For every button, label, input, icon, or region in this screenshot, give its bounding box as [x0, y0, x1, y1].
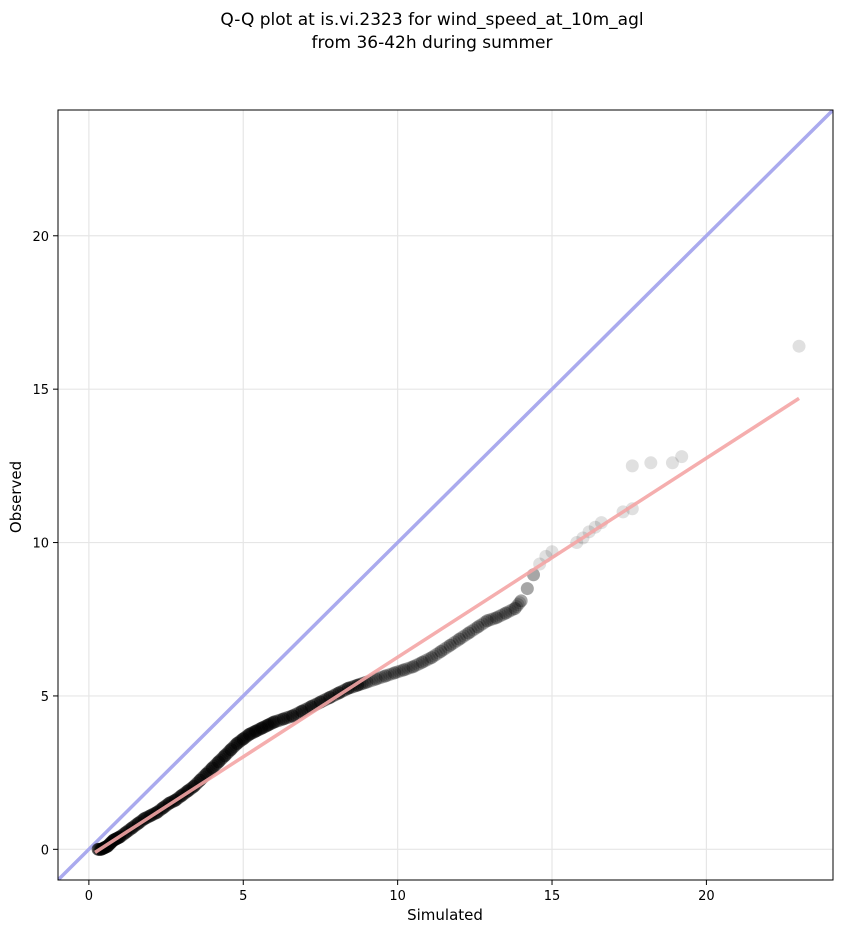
x-tick-label: 10: [389, 889, 406, 904]
data-point: [473, 618, 487, 632]
data-point: [422, 652, 436, 666]
chart-title-line2: from 36-42h during summer: [312, 33, 553, 53]
x-tick-label: 20: [698, 889, 715, 904]
data-point: [432, 646, 446, 660]
data-point: [471, 620, 485, 634]
data-point: [429, 648, 443, 662]
data-point: [413, 656, 427, 670]
data-point: [408, 659, 422, 673]
data-point: [459, 628, 473, 642]
data-point: [395, 664, 409, 678]
data-point: [385, 667, 399, 681]
data-point: [514, 594, 528, 608]
data-point: [625, 459, 639, 473]
y-tick-label: 20: [32, 230, 49, 245]
data-point: [441, 640, 455, 654]
data-point: [494, 608, 508, 622]
data-point: [492, 610, 506, 624]
data-point: [487, 611, 501, 625]
data-point: [455, 631, 469, 645]
data-point: [448, 635, 462, 649]
y-tick-label: 10: [32, 537, 49, 552]
data-point: [427, 649, 441, 663]
data-point: [513, 596, 527, 610]
data-point: [644, 456, 658, 470]
data-point: [489, 611, 503, 625]
data-point: [511, 598, 525, 612]
data-point: [439, 641, 452, 655]
data-point: [675, 450, 689, 464]
data-point: [510, 600, 524, 614]
data-point: [501, 605, 515, 619]
data-point: [369, 672, 383, 686]
data-point: [476, 617, 490, 631]
data-point: [436, 643, 450, 657]
data-point: [383, 667, 397, 681]
data-point: [466, 623, 480, 637]
data-point: [462, 626, 476, 640]
data-point: [406, 660, 420, 674]
plot-frame: [57, 109, 834, 881]
data-point: [378, 669, 392, 683]
data-point: [503, 604, 517, 618]
data-point: [452, 632, 466, 646]
data-point: [397, 663, 411, 677]
data-point: [415, 655, 429, 669]
data-point: [371, 671, 385, 685]
data-point: [425, 651, 439, 665]
y-tick-label: 15: [32, 383, 49, 398]
data-point: [434, 644, 448, 658]
data-point: [420, 653, 434, 667]
y-tick-label: 5: [41, 690, 49, 705]
data-point: [478, 615, 492, 629]
plot-area: [58, 110, 833, 880]
data-point: [418, 654, 432, 668]
data-point: [404, 661, 418, 675]
data-point: [496, 607, 510, 621]
x-tick-label: 5: [239, 889, 247, 904]
y-axis-label: Observed: [7, 461, 25, 533]
data-point: [399, 662, 413, 676]
data-point: [499, 606, 513, 620]
data-point: [482, 613, 496, 627]
data-point: [665, 456, 679, 470]
x-axis-label: Simulated: [407, 906, 483, 924]
data-point: [443, 638, 457, 652]
data-point: [457, 629, 471, 643]
fit-line: [94, 396, 800, 854]
data-point: [520, 582, 534, 596]
data-point: [381, 668, 395, 682]
data-point: [792, 339, 806, 353]
data-point: [411, 657, 425, 671]
data-point: [376, 670, 390, 684]
data-point: [485, 612, 499, 626]
x-tick-label: 0: [85, 889, 93, 904]
data-point: [374, 671, 388, 685]
data-point: [480, 614, 494, 628]
data-point: [469, 621, 483, 635]
data-point: [464, 625, 478, 639]
x-tick-label: 15: [544, 889, 561, 904]
data-point: [390, 665, 404, 679]
data-point: [506, 603, 520, 617]
y-tick-label: 0: [41, 843, 49, 858]
data-point: [508, 602, 522, 616]
chart-title-line1: Q-Q plot at is.vi.2323 for wind_speed_at…: [220, 10, 643, 30]
data-point: [401, 661, 415, 675]
data-point: [388, 666, 402, 680]
axis-ticks: 0 5 10 15 20 0 5 10 15 20: [32, 230, 714, 904]
data-point: [392, 664, 406, 678]
data-point: [445, 637, 459, 651]
grid-lines: [58, 110, 833, 880]
reference-line: [58, 110, 833, 880]
data-point: [450, 634, 464, 648]
